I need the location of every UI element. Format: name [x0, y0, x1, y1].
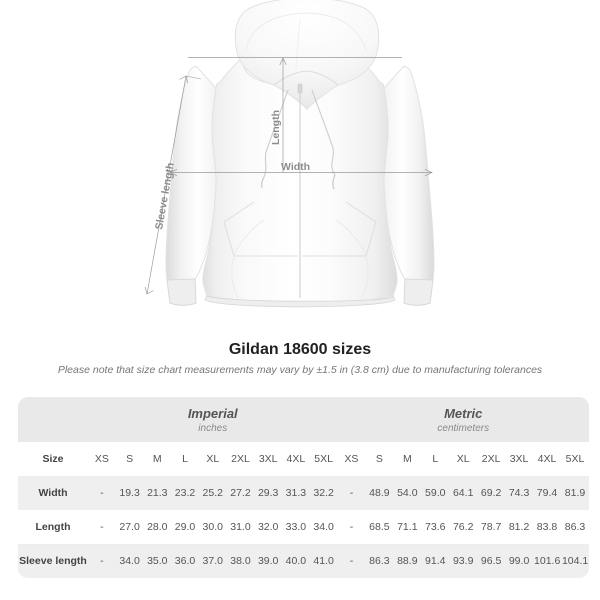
svg-text:Width: Width [281, 161, 310, 173]
svg-text:Length: Length [270, 110, 282, 145]
